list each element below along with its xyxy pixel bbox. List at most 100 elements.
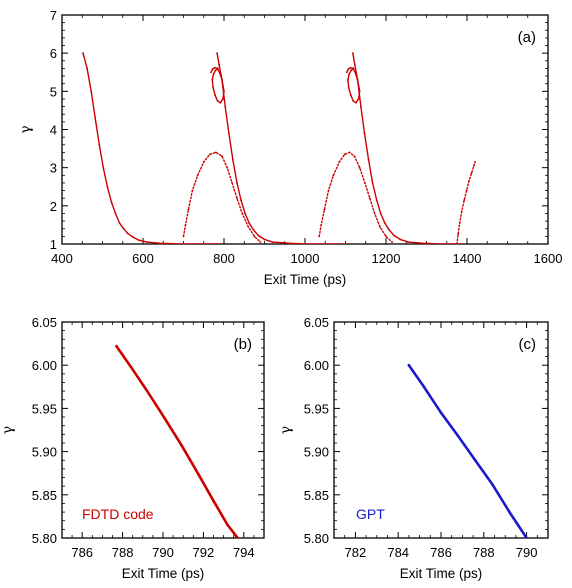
data-point: [356, 78, 359, 81]
data-point: [364, 182, 366, 184]
data-point: [163, 417, 167, 421]
data-point: [211, 68, 214, 71]
y-axis-title: γ: [0, 426, 16, 434]
data-point: [318, 235, 321, 238]
data-point: [472, 164, 475, 167]
data-point: [131, 368, 134, 371]
data-point: [473, 458, 477, 462]
x-tick-label: 400: [51, 251, 73, 266]
data-point: [345, 71, 348, 74]
data-point: [348, 73, 351, 76]
data-point: [421, 242, 424, 244]
data-point: [460, 243, 462, 244]
data-point: [399, 238, 402, 241]
data-point: [215, 151, 217, 154]
data-point: [216, 99, 219, 102]
data-point: [327, 189, 330, 192]
data-point: [114, 212, 117, 215]
x-tick-label: 1400: [453, 251, 482, 266]
y-tick-label: 5.90: [32, 445, 57, 460]
data-point: [226, 166, 229, 169]
data-point: [208, 153, 211, 156]
data-point: [344, 243, 347, 244]
data-point: [224, 105, 227, 108]
series-annotation: FDTD code: [82, 506, 154, 522]
data-point: [90, 90, 93, 93]
x-tick-label: 786: [71, 545, 93, 560]
y-tick-label: 5.85: [304, 488, 329, 503]
data-point: [460, 210, 463, 213]
data-layer: [82, 52, 476, 244]
data-point: [379, 212, 382, 215]
x-tick-label: 784: [387, 545, 409, 560]
series-line: [352, 52, 462, 244]
data-point: [247, 225, 250, 228]
y-tick-label: 5: [50, 84, 57, 99]
data-point: [338, 161, 341, 163]
data-point: [82, 52, 84, 55]
x-tick-label: 800: [213, 251, 235, 266]
data-point: [248, 222, 251, 224]
data-point: [422, 385, 426, 389]
series-annotation: GPT: [356, 506, 385, 522]
data-point: [355, 101, 357, 104]
data-point: [304, 243, 306, 244]
data-point: [451, 243, 454, 244]
data-point: [368, 197, 371, 200]
data-point: [336, 243, 339, 244]
data-point: [210, 243, 213, 244]
data-point: [118, 222, 121, 224]
data-point: [323, 208, 326, 211]
data-point: [407, 241, 410, 243]
data-point: [287, 242, 290, 244]
panel-b: 786 788 790 792 794 5.80 5.85 5.90 5.95 6.00 6.05 E…: [0, 315, 265, 581]
y-tick-label: 6.00: [304, 358, 329, 373]
data-point: [407, 363, 411, 367]
data-point: [354, 71, 357, 74]
data-point: [210, 71, 212, 74]
y-tick-label: 5.80: [32, 531, 57, 546]
x-tick-label: 788: [473, 545, 495, 560]
data-point: [463, 199, 466, 202]
data-point: [347, 78, 349, 81]
data-point: [236, 536, 240, 538]
y-tick-label: 3: [50, 161, 57, 176]
data-point: [198, 243, 201, 244]
data-point: [102, 166, 105, 169]
y-axis-title: γ: [18, 125, 34, 133]
data-point: [257, 234, 260, 237]
panel-label: (b): [234, 336, 252, 353]
data-point: [231, 182, 234, 184]
data-point: [126, 232, 129, 235]
x-tick-label: 790: [516, 545, 538, 560]
data-point: [352, 67, 355, 70]
data-point: [349, 66, 352, 69]
x-tick-label: 1000: [291, 251, 320, 266]
data-point: [352, 99, 355, 102]
data-point: [223, 90, 225, 93]
x-tick-label: 786: [430, 545, 452, 560]
data-point: [474, 161, 476, 163]
data-point: [347, 86, 350, 89]
x-tick-label: 790: [152, 545, 174, 560]
data-point: [217, 67, 219, 70]
y-tick-label: 7: [50, 8, 57, 23]
series-line: [182, 151, 262, 243]
y-tick-label: 1: [50, 237, 57, 252]
data-point: [94, 117, 97, 119]
y-tick-label: 6.00: [32, 358, 57, 373]
data-point: [271, 241, 274, 243]
data-point: [371, 182, 374, 184]
data-point: [196, 174, 199, 177]
series-line: [456, 161, 476, 244]
y-tick-label: 5.95: [304, 401, 329, 416]
data-point: [110, 201, 113, 203]
data-point: [263, 238, 266, 241]
data-point: [349, 94, 352, 97]
series-line: [318, 151, 393, 243]
x-tick-label: 600: [132, 251, 154, 266]
data-point: [383, 222, 386, 224]
data-point: [227, 132, 230, 135]
y-tick-label: 5.90: [304, 445, 329, 460]
